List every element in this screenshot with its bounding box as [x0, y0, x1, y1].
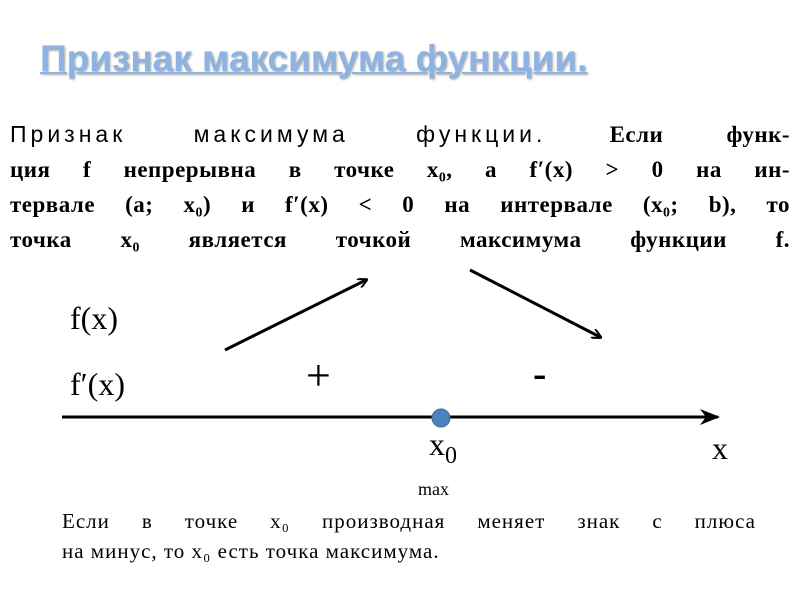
conclusion-line-1: Если в точке x₀ производная меняет знак …	[62, 509, 756, 533]
critical-point	[431, 408, 451, 428]
derivative-label: f′(x)	[70, 366, 125, 402]
function-label: f(x)	[70, 300, 118, 336]
theorem-line-3: тервале (a; x₀) и f′(x) < 0 на интервале…	[10, 192, 790, 217]
increasing-arrow	[224, 280, 366, 352]
decreasing-arrow	[469, 268, 600, 337]
max-label: max	[418, 479, 449, 499]
minus-sign: -	[533, 351, 547, 396]
axis-label: x	[712, 430, 728, 466]
point-label: x0	[429, 426, 457, 468]
theorem-lead: Признак максимума функции.	[10, 121, 547, 147]
plus-sign: +	[306, 351, 331, 400]
slide-title: Признак максимума функции.	[40, 38, 588, 79]
conclusion-line-2: на минус, то x₀ есть точка максимума.	[62, 539, 440, 563]
point-label-subscript: 0	[445, 443, 457, 469]
theorem-line-4: точка x₀ является точкой максимума функц…	[10, 227, 790, 252]
theorem-line-2: ция f непрерывна в точке x₀, а f′(x) > 0…	[10, 157, 790, 182]
point-label-x: x	[429, 426, 445, 462]
theorem-line-1: Признак максимума функции. Если функ-	[10, 120, 790, 149]
theorem-line-1-rest: Если функ-	[609, 122, 790, 147]
